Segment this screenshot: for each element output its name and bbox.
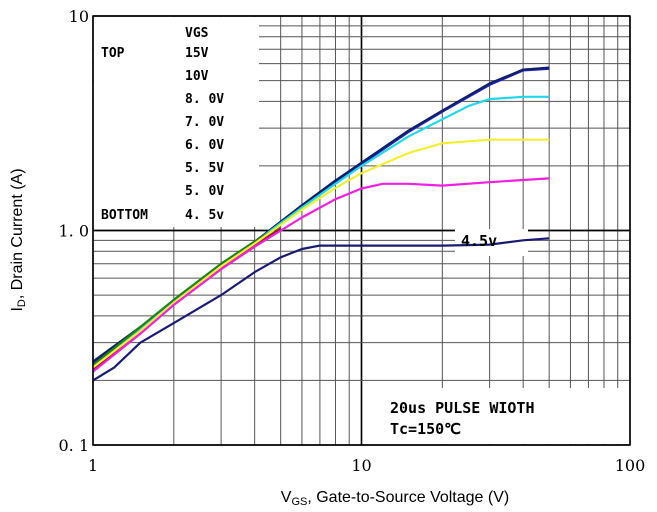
series-line-3 (92, 225, 282, 367)
legend-bottom-label: BOTTOM (101, 208, 148, 223)
y-axis-title: ID, Drain Current (A) (9, 168, 28, 311)
legend: VGS TOP BOTTOM 15V 10V 8. 0V 7. 0V 6. 0V… (101, 26, 224, 223)
legend-top-label: TOP (101, 46, 125, 61)
legend-entry: 6. 0V (185, 138, 224, 153)
x-tick-label: 10 (351, 456, 371, 475)
tick-labels: 1 10 100 10 1. 0 0. 1 (58, 7, 645, 475)
x-tick-label: 1 (88, 456, 98, 475)
legend-entry: 15V (185, 46, 209, 61)
y-tick-label: 10 (69, 7, 89, 26)
temperature-note: Tc=150℃ (390, 420, 461, 438)
legend-entry: 5. 0V (185, 184, 224, 199)
x-axis-title: VGS, Gate-to-Source Voltage (V) (281, 489, 509, 508)
series-group (92, 66, 550, 382)
legend-entry: 4. 5v (185, 208, 224, 223)
legend-entry: 10V (185, 69, 209, 84)
series-line-6 (92, 177, 550, 373)
annotation-box (380, 229, 629, 444)
x-tick-label: 100 (615, 456, 646, 475)
series-line-7 (92, 237, 550, 382)
series-line-5 (92, 138, 550, 369)
legend-entry: 8. 0V (185, 92, 224, 107)
y-tick-label: 0. 1 (58, 436, 89, 455)
curve-label-background (455, 229, 528, 256)
legend-background (94, 17, 259, 227)
legend-entry: 7. 0V (185, 115, 224, 130)
plot-frame (92, 15, 631, 446)
legend-box (94, 17, 259, 227)
y-tick-label: 1. 0 (58, 222, 89, 241)
legend-header: VGS (185, 26, 209, 41)
curve-label: 4.5v (461, 232, 497, 250)
legend-entry: 5. 5V (185, 161, 224, 176)
note-background (380, 388, 629, 444)
pulse-width-note: 20us PULSE WIOTH (390, 399, 535, 417)
